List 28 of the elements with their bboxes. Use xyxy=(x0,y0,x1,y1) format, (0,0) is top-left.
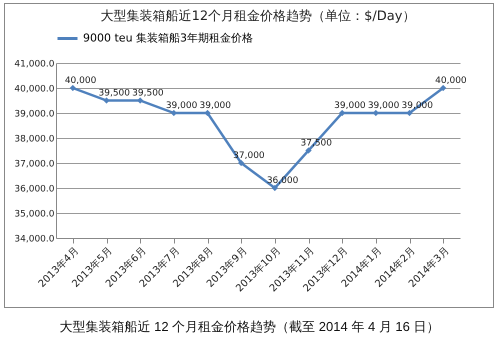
data-label: 39,000 xyxy=(200,101,232,111)
data-label: 39,500 xyxy=(98,88,130,98)
point xyxy=(238,160,244,166)
y-tick-label: 37,000.0 xyxy=(14,160,55,170)
data-label: 40,000 xyxy=(435,76,467,86)
data-label: 40,000 xyxy=(64,76,97,86)
data-label: 39,000 xyxy=(166,101,198,111)
point xyxy=(372,110,379,116)
point xyxy=(440,84,446,92)
point xyxy=(170,110,177,116)
y-tick-label: 38,000.0 xyxy=(14,134,55,144)
point xyxy=(305,147,312,154)
data-label: 39,000 xyxy=(334,101,366,111)
text: 大型集装箱船近 12 个月租金价格趋势（截至 2014 年 4 月 16 日） xyxy=(58,318,440,336)
y-tick-label: 41,000.0 xyxy=(14,60,55,70)
y-tick-label: 40,000.0 xyxy=(14,84,55,94)
legend-label: 9000 teu 集装箱船3年期租金价格 xyxy=(83,32,254,44)
y-tick-label: 35,000.0 xyxy=(14,210,55,220)
point xyxy=(272,184,278,192)
chart-title: 大型集装箱船近12个月租金价格趋势（单位：$/Day） xyxy=(100,9,416,24)
y-tick-label: 34,000.0 xyxy=(14,234,55,244)
point xyxy=(70,84,76,92)
data-label: 39,000 xyxy=(368,101,400,111)
y-tick-label: 39,000.0 xyxy=(14,110,55,120)
data-label: 39,500 xyxy=(132,88,164,98)
y-tick-label: 36,000.0 xyxy=(14,184,55,194)
point xyxy=(339,110,346,116)
point xyxy=(137,97,144,104)
